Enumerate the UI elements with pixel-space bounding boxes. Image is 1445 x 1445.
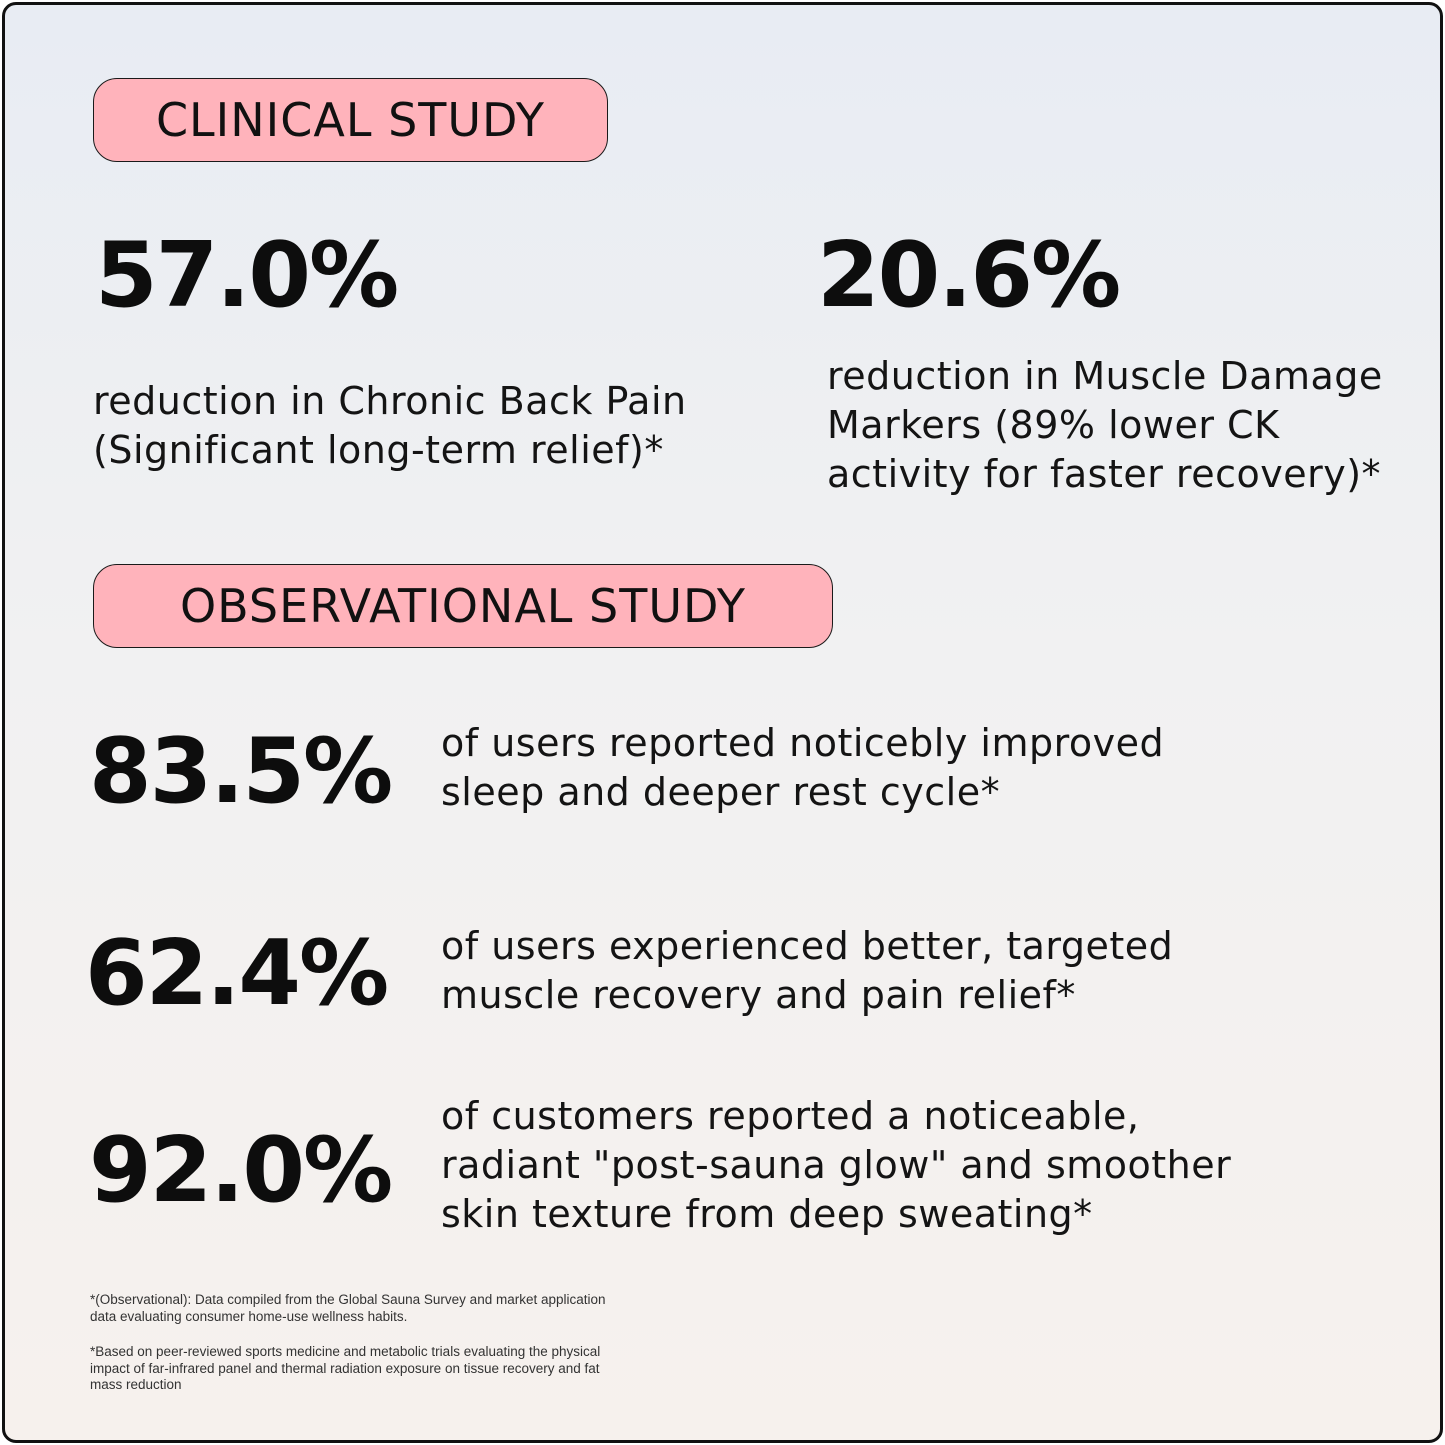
footnote-line: *Based on peer-reviewed sports medicine … xyxy=(90,1344,601,1359)
stat-description-line: activity for faster recovery)* xyxy=(827,452,1382,496)
stat-description-line: of customers reported a noticeable, xyxy=(441,1094,1140,1138)
stat-description-back-pain: reduction in Chronic Back Pain (Signific… xyxy=(93,377,687,475)
stat-description-line: radiant "post-sauna glow" and smoother xyxy=(441,1143,1232,1187)
stat-description-line: (Significant long-term relief)* xyxy=(93,428,664,472)
stat-value-skin-glow: 92.0% xyxy=(89,1118,393,1223)
stat-value-sleep: 83.5% xyxy=(89,719,393,824)
stat-description-line: muscle recovery and pain relief* xyxy=(441,973,1076,1017)
footnote-line: *(Observational): Data compiled from the… xyxy=(90,1292,606,1307)
stat-value-muscle-recovery: 62.4% xyxy=(85,921,389,1026)
footnote-line: mass reduction xyxy=(90,1377,182,1392)
stat-description-line: reduction in Chronic Back Pain xyxy=(93,379,687,423)
stat-description-skin-glow: of customers reported a noticeable, radi… xyxy=(441,1092,1231,1239)
stat-description-line: Markers (89% lower CK xyxy=(827,403,1280,447)
stat-description-line: of users experienced better, targeted xyxy=(441,924,1174,968)
stat-description-line: skin texture from deep sweating* xyxy=(441,1192,1093,1236)
stat-description-line: reduction in Muscle Damage xyxy=(827,354,1383,398)
footnote-line: impact of far-infrared panel and thermal… xyxy=(90,1360,600,1376)
stat-value-back-pain: 57.0% xyxy=(95,223,399,328)
stat-description-sleep: of users reported noticebly improved sle… xyxy=(441,719,1164,817)
stat-description-line: sleep and deeper rest cycle* xyxy=(441,770,1001,814)
stat-description-muscle-damage: reduction in Muscle Damage Markers (89% … xyxy=(827,352,1383,499)
observational-study-badge: OBSERVATIONAL STUDY xyxy=(93,564,833,648)
clinical-study-badge: CLINICAL STUDY xyxy=(93,78,608,162)
stat-value-muscle-damage: 20.6% xyxy=(817,223,1121,328)
stat-description-muscle-recovery: of users experienced better, targeted mu… xyxy=(441,922,1173,1020)
stat-description-line: of users reported noticebly improved xyxy=(441,721,1165,765)
footnote-line: data evaluating consumer home-use wellne… xyxy=(90,1308,408,1324)
footnote-observational: *(Observational): Data compiled from the… xyxy=(90,1292,690,1325)
footnote-clinical: *Based on peer-reviewed sports medicine … xyxy=(90,1344,690,1394)
